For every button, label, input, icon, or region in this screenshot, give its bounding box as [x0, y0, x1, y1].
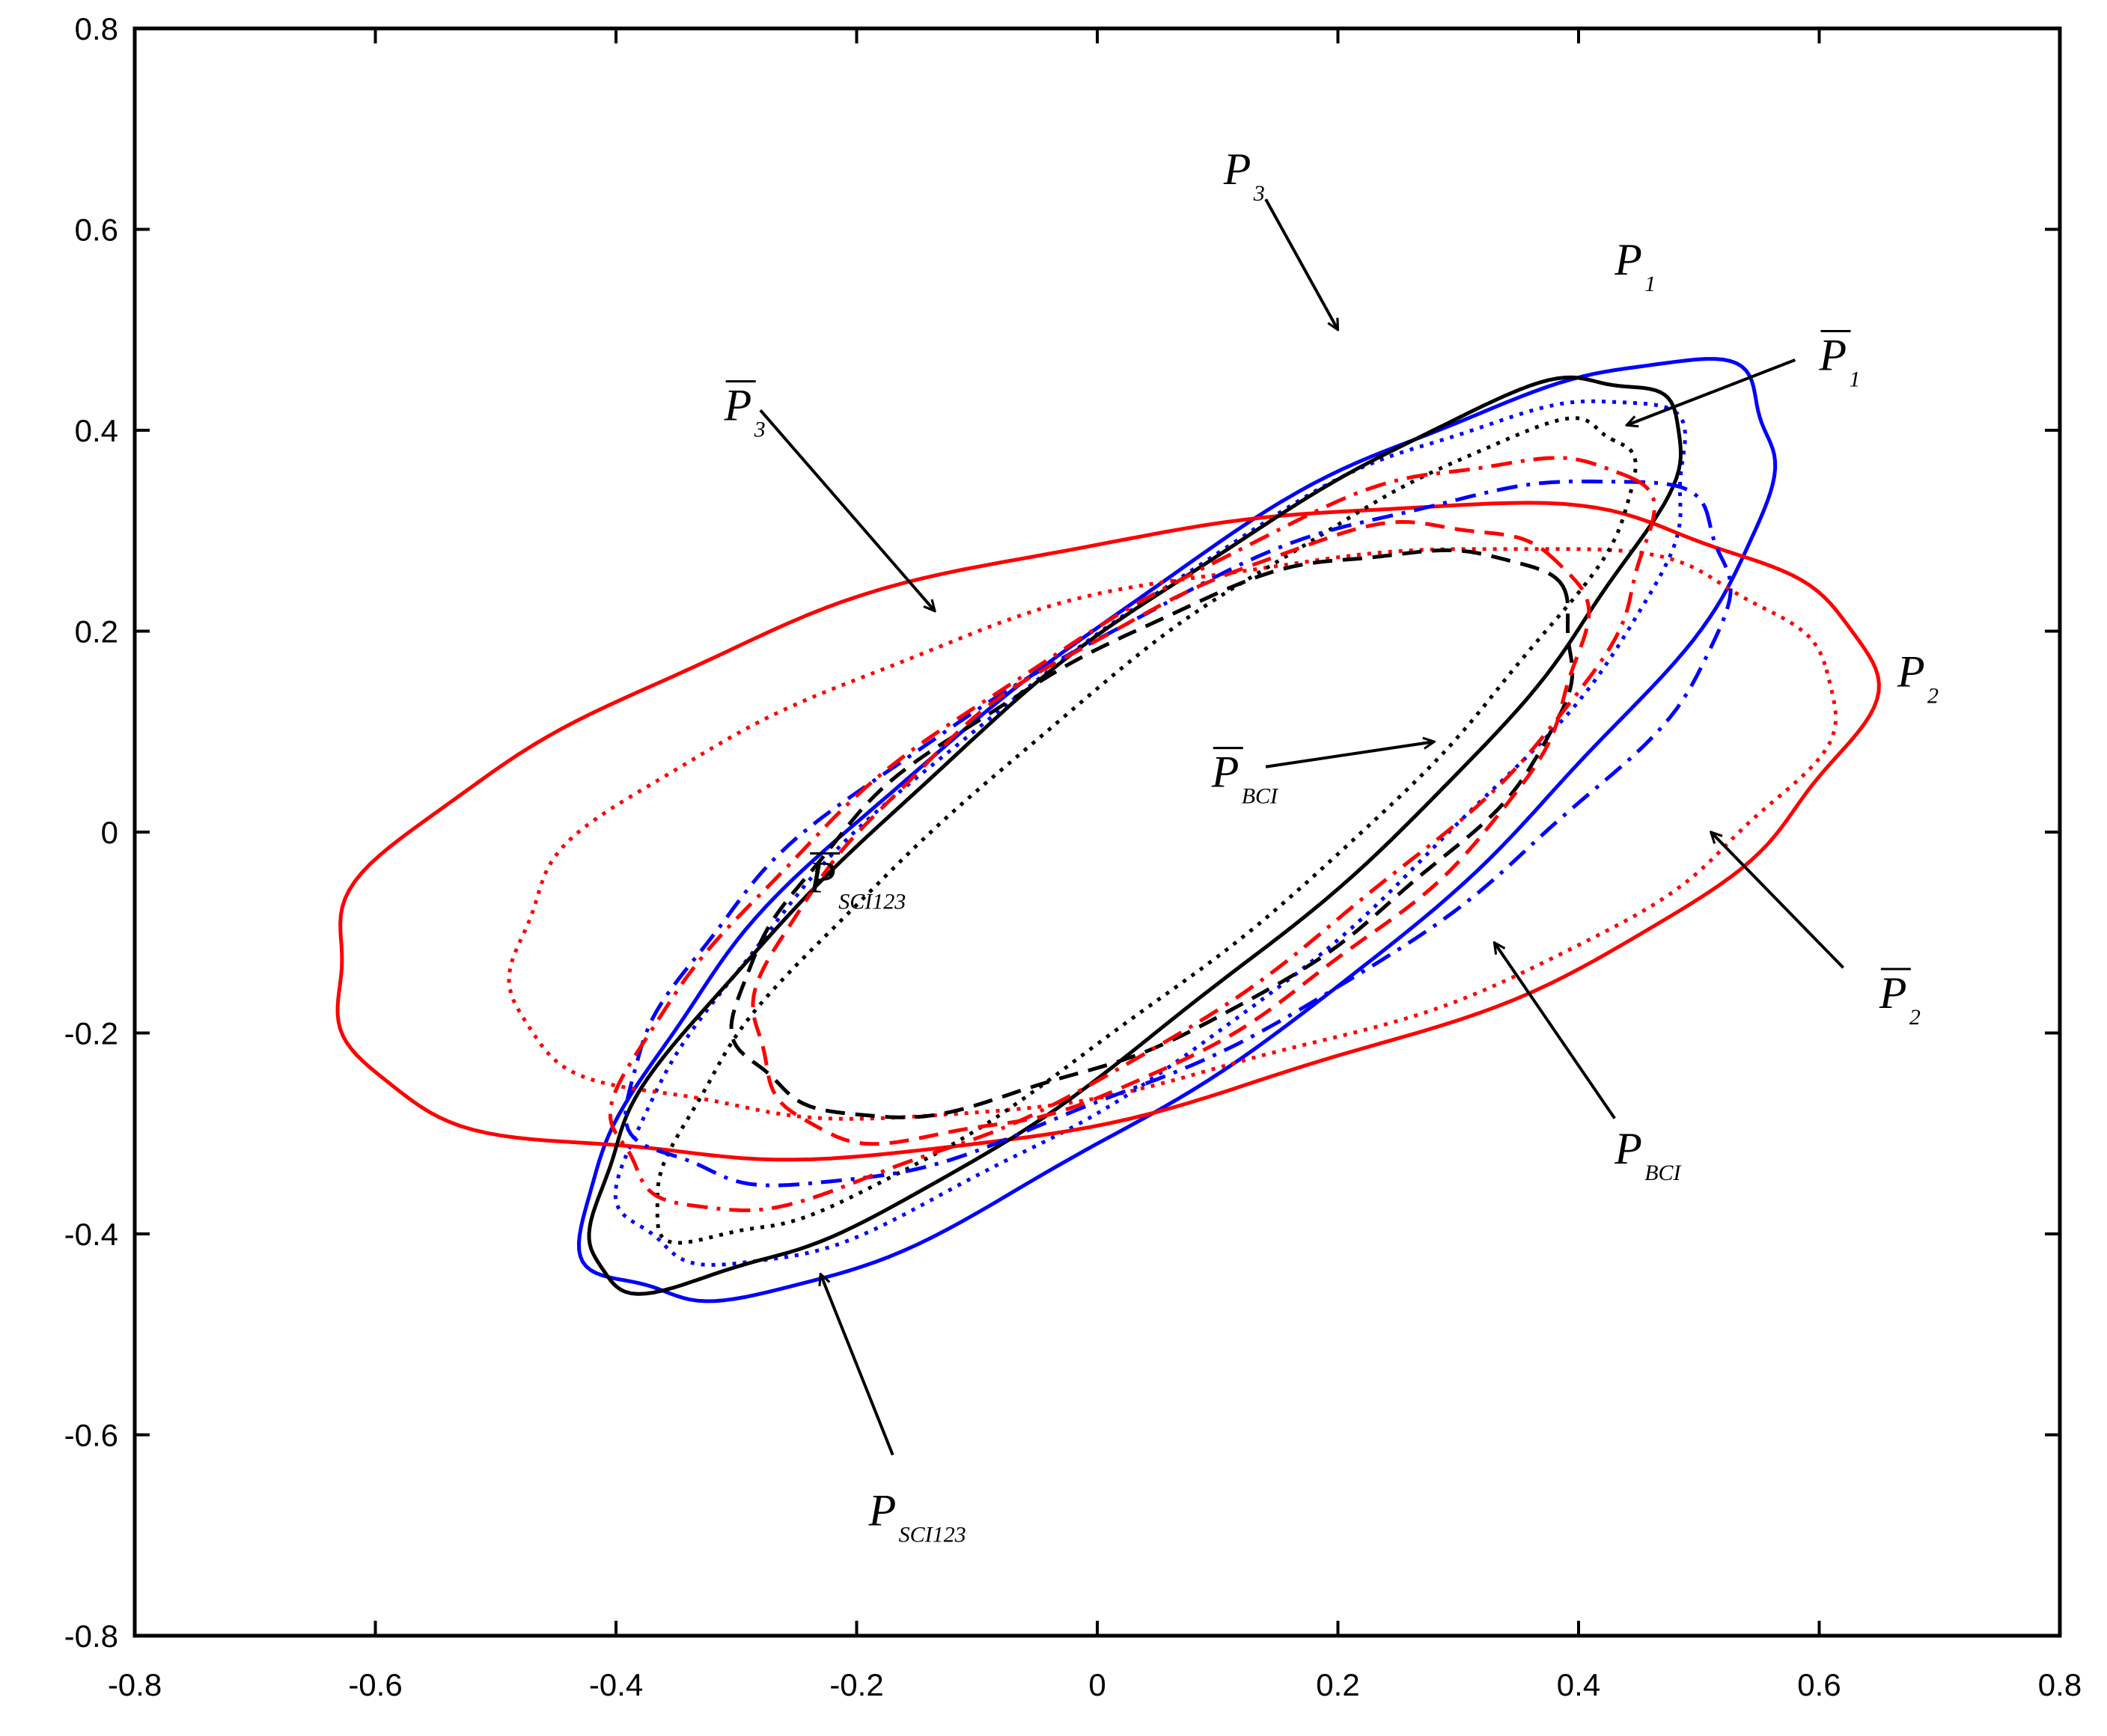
contour-P2	[335, 501, 1881, 1162]
annotation-subscript-PSCI123bar: SCI123	[838, 890, 906, 914]
annotation-subscript-P3: 3	[1253, 181, 1265, 206]
contour-P2bar	[507, 547, 1838, 1121]
annotation-subscript-PBCI: BCI	[1644, 1161, 1682, 1185]
annotation-subscript-P1: 1	[1644, 272, 1656, 296]
contour-PBCI	[623, 479, 1733, 1188]
annotation-arrow-P3	[1264, 198, 1340, 330]
annotation-subscript-P3bar: 3	[754, 418, 766, 442]
x-tick-label: -0.4	[589, 1667, 643, 1702]
annotation-arrow-PSCI123	[820, 1274, 894, 1456]
annotation-label-P1bar: P	[1819, 330, 1847, 379]
annotation-label-P3: P	[1223, 144, 1251, 194]
contour-PSCI123	[608, 456, 1656, 1212]
annotation-label-PSCI123bar: P	[808, 853, 836, 902]
x-tick-label: 0	[1088, 1667, 1106, 1702]
annotation-PSCI123: P SCI123	[820, 1274, 966, 1547]
y-tick-label: -0.4	[64, 1217, 118, 1252]
annotation-subscript-P2: 2	[1927, 683, 1939, 708]
annotation-label-P2: P	[1897, 647, 1925, 696]
y-tick-label: -0.8	[64, 1619, 118, 1654]
annotation-label-P1: P	[1614, 235, 1642, 284]
x-tick-label: 0.4	[1557, 1667, 1600, 1702]
y-tick-label: 0.6	[75, 213, 118, 248]
annotation-subscript-PSCI123: SCI123	[899, 1522, 966, 1547]
annotation-PSCI123bar: P SCI123	[808, 852, 906, 914]
y-tick-label: 0.2	[75, 614, 118, 650]
x-tick-label: -0.2	[829, 1667, 883, 1702]
contour-P3bar	[655, 416, 1638, 1245]
annotation-arrow-PBCIbar	[1265, 742, 1434, 768]
y-tick-label: -0.6	[64, 1418, 118, 1453]
annotation-PBCIbar: P BCI	[1211, 742, 1434, 809]
contour-PSCI123bar	[751, 520, 1591, 1146]
annotation-subscript-P2bar: 2	[1909, 1005, 1921, 1030]
annotation-PBCI: P BCI	[1494, 943, 1683, 1185]
annotation-label-P3bar: P	[724, 381, 752, 430]
annotation-arrow-PBCI	[1494, 943, 1616, 1119]
x-tick-label: 0.8	[2038, 1667, 2082, 1702]
series-layer	[335, 357, 1881, 1303]
y-tick-label: 0	[101, 815, 118, 850]
contour-P3	[587, 375, 1683, 1296]
annotation-arrow-P1bar	[1626, 358, 1796, 425]
annotation-label-PSCI123: P	[868, 1485, 897, 1535]
tick-layer: -0.8 -0.6 -0.4 -0.2 0 0.2 0.4 0.6 0.8 -0.8 -0.6 -0.…	[64, 11, 2082, 1702]
annotation-arrow-P2bar	[1711, 832, 1845, 969]
x-tick-label: 0.2	[1316, 1667, 1359, 1702]
annotation-subscript-P1bar: 1	[1850, 367, 1861, 391]
annotation-label-PBCIbar: P	[1211, 748, 1239, 797]
annotation-label-P2bar: P	[1879, 968, 1907, 1018]
x-tick-label: 0.6	[1797, 1667, 1841, 1702]
y-tick-label: 0.4	[75, 413, 118, 448]
annotation-arrow-P3bar	[759, 409, 935, 611]
y-tick-label: 0.8	[75, 11, 118, 46]
annotation-label-PBCI: P	[1614, 1124, 1642, 1173]
plot-area	[135, 28, 2060, 1636]
y-tick-label: -0.2	[64, 1016, 118, 1051]
x-tick-label: -0.8	[108, 1667, 162, 1702]
contour-PBCIbar	[729, 548, 1575, 1119]
x-tick-label: -0.6	[348, 1667, 402, 1702]
annotation-subscript-PBCIbar: BCI	[1242, 784, 1279, 809]
